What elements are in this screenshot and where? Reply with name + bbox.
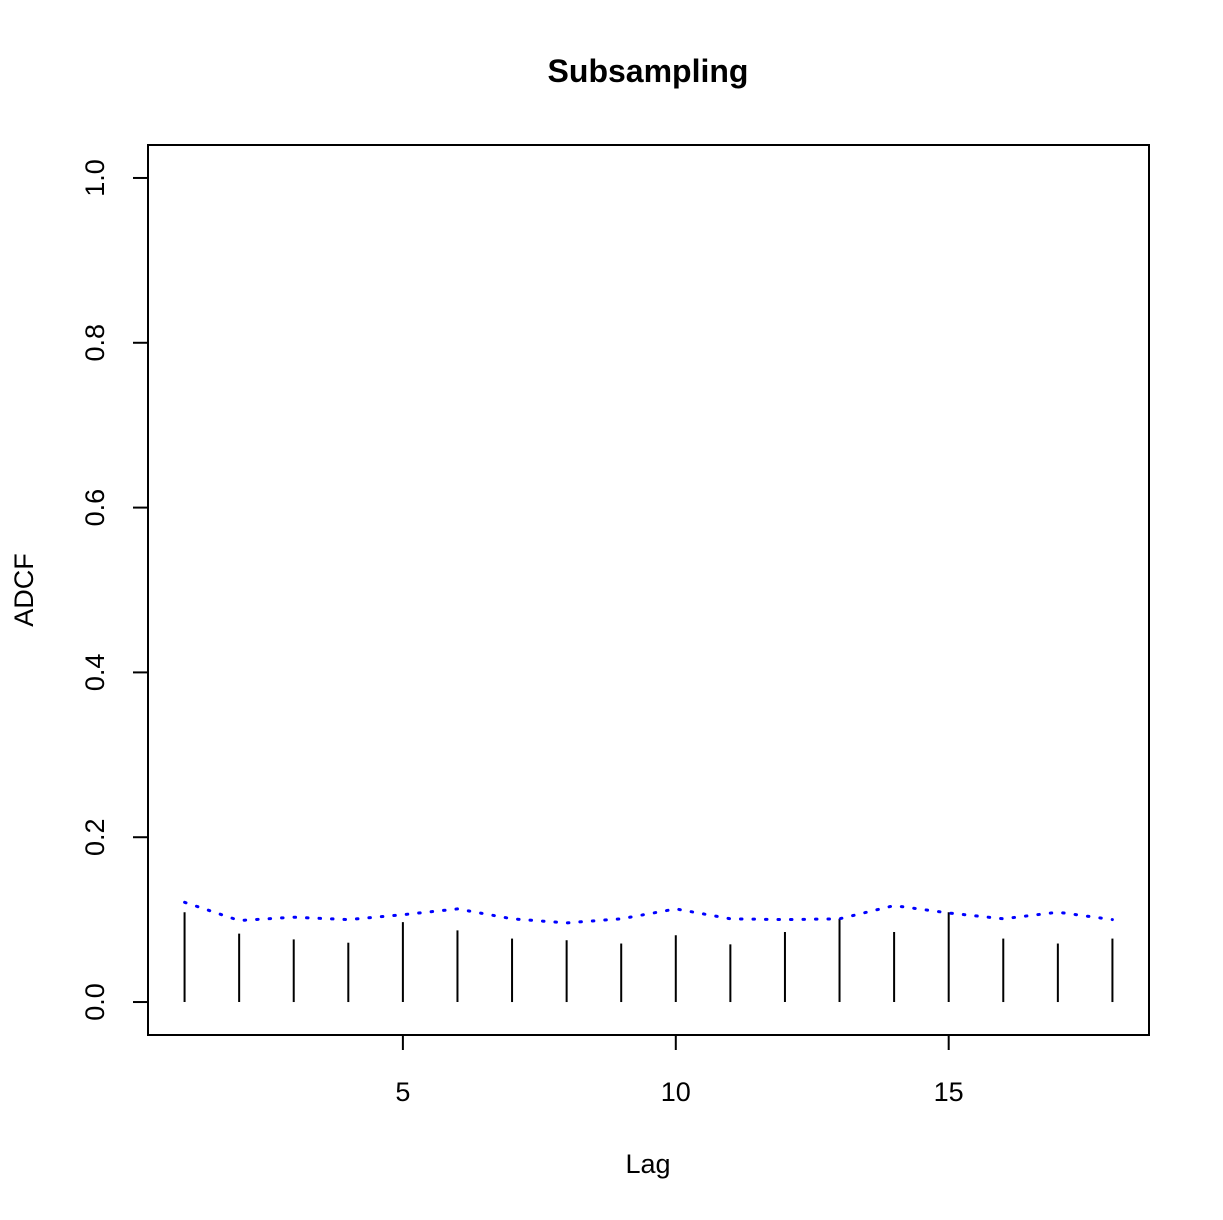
- y-tick-label: 0.6: [80, 489, 110, 527]
- x-tick-label: 15: [934, 1077, 964, 1107]
- y-tick-label: 0.4: [80, 654, 110, 692]
- y-tick-label: 1.0: [80, 159, 110, 197]
- x-tick-label: 10: [661, 1077, 691, 1107]
- y-tick-label: 0.0: [80, 983, 110, 1021]
- y-axis-label: ADCF: [9, 553, 39, 627]
- x-axis: 5 10 15: [395, 1034, 964, 1107]
- chart-title: Subsampling: [548, 53, 749, 89]
- y-tick-label: 0.8: [80, 324, 110, 362]
- adcf-bars: [183, 912, 1114, 1003]
- y-tick-label: 0.2: [80, 818, 110, 856]
- plot-area-frame: [147, 144, 1150, 1036]
- x-tick-label: 5: [395, 1077, 410, 1107]
- y-axis: 0.0 0.2 0.4 0.6 0.8 1.0: [80, 159, 149, 1021]
- significance-line: [183, 900, 1114, 925]
- significance-dotted-line: [183, 900, 1114, 925]
- x-axis-label: Lag: [625, 1149, 670, 1179]
